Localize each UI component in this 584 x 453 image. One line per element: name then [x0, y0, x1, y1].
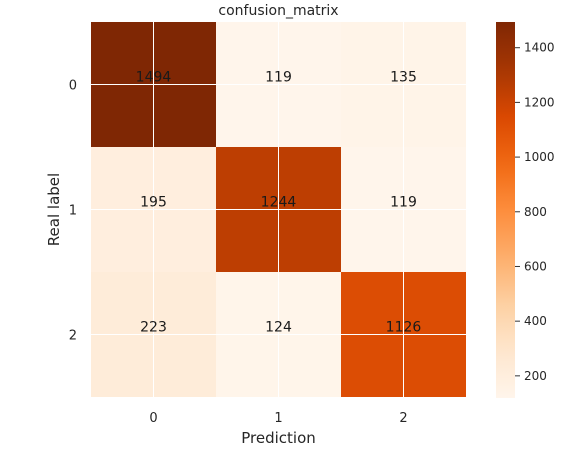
y-tick-label: 1 [69, 204, 77, 219]
colorbar-tick-label: 1200 [524, 95, 555, 109]
heatmap-gridlines [91, 22, 466, 397]
cell-value: 223 [140, 320, 167, 336]
colorbar-tick-label: 200 [524, 369, 547, 383]
x-tick-label: 2 [399, 411, 407, 426]
colorbar-gradient [496, 22, 515, 398]
chart-title: confusion_matrix [218, 3, 338, 19]
y-tick-label: 0 [69, 79, 77, 94]
colorbar: 200 400 600 800 1000 1200 1400 [496, 22, 555, 398]
colorbar-tick-label: 1000 [524, 150, 555, 164]
y-axis-label: Real label [45, 173, 63, 246]
x-axis-label: Prediction [241, 429, 316, 447]
cell-value-labels: 1494 119 135 195 1244 119 223 124 1126 [136, 70, 422, 336]
x-axis-ticks: 0 1 2 [149, 411, 407, 426]
colorbar-tick-label: 600 [524, 259, 547, 273]
y-tick-label: 2 [69, 329, 77, 344]
x-tick-label: 0 [149, 411, 157, 426]
colorbar-tick-label: 1400 [524, 41, 555, 55]
cell-value: 1494 [136, 70, 172, 86]
colorbar-tick-label: 800 [524, 205, 547, 219]
colorbar-tick-label: 400 [524, 314, 547, 328]
cell-value: 124 [265, 320, 292, 336]
cell-value: 119 [390, 195, 417, 211]
cell-value: 1126 [386, 320, 422, 336]
cell-value: 119 [265, 70, 292, 86]
cell-value: 195 [140, 195, 167, 211]
cell-value: 1244 [261, 195, 297, 211]
cell-value: 135 [390, 70, 417, 86]
x-tick-label: 1 [274, 411, 282, 426]
y-axis-ticks: 0 1 2 [69, 79, 77, 344]
